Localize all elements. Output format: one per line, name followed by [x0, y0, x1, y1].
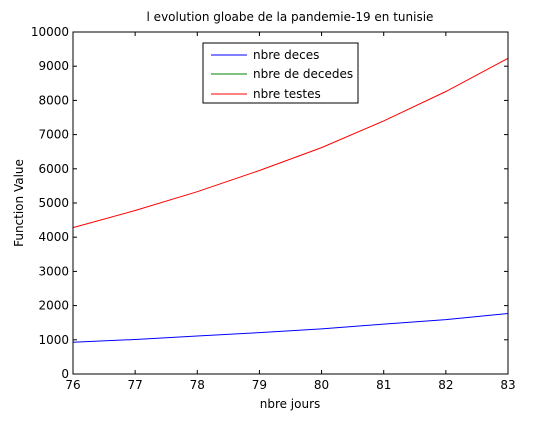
x-tick-label: 80 — [314, 378, 329, 392]
x-tick-label: 78 — [190, 378, 205, 392]
y-tick-label: 6000 — [38, 162, 69, 176]
y-tick-label: 5000 — [38, 196, 69, 210]
y-tick-label: 2000 — [38, 299, 69, 313]
x-tick-label: 79 — [252, 378, 267, 392]
legend-label-nbre-de-decedes: nbre de decedes — [253, 67, 353, 81]
axes-box — [72, 31, 509, 375]
y-tick-label: 1000 — [38, 333, 69, 347]
y-tick-label: 3000 — [38, 264, 69, 278]
y-tick-label: 8000 — [38, 93, 69, 107]
x-axis-label: nbre jours — [260, 397, 321, 411]
y-tick-label: 0 — [61, 367, 69, 381]
y-tick-label: 7000 — [38, 128, 69, 142]
legend-box — [202, 42, 359, 104]
x-tick-label: 81 — [376, 378, 391, 392]
legend-label-nbre-testes: nbre testes — [253, 87, 321, 101]
x-tick-label: 82 — [438, 378, 453, 392]
legend-label-nbre-deces: nbre deces — [253, 48, 319, 62]
y-tick-label: 9000 — [38, 59, 69, 73]
chart-title: l evolution gloabe de la pandemie-19 en … — [147, 10, 434, 24]
series-line-nbre-deces — [72, 312, 509, 343]
legend: nbre deces nbre de decedes nbre testes — [202, 42, 359, 104]
y-tick-label: 10000 — [31, 25, 69, 39]
y-tick-label: 4000 — [38, 230, 69, 244]
y-axis-label: Function Value — [12, 159, 26, 247]
ticks-layer: 76 77 78 79 80 81 82 83 0 1000 2000 3000 4000 5000 600… — [31, 25, 516, 392]
x-tick-label: 76 — [65, 378, 80, 392]
x-tick-label: 83 — [500, 378, 515, 392]
x-tick-label: 77 — [128, 378, 143, 392]
series-line-nbre-testes — [72, 57, 509, 229]
